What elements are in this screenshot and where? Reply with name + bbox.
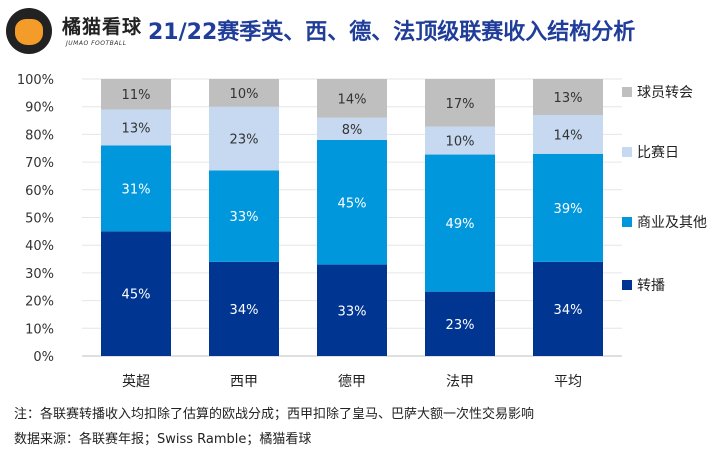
y-tick-label: 30% [25, 267, 54, 282]
y-tick-label: 70% [25, 156, 54, 171]
bar-segment [533, 115, 603, 154]
y-tick-label: 10% [25, 322, 54, 337]
data-label: 17% [446, 97, 475, 112]
bar-segment [425, 291, 495, 356]
data-label: 11% [122, 88, 151, 103]
y-tick-label: 100% [17, 73, 54, 88]
bar-segment [317, 139, 387, 265]
bar-segment [317, 117, 387, 140]
data-label: 33% [230, 210, 259, 225]
x-tick-label: 西甲 [230, 374, 258, 390]
data-label: 34% [230, 303, 259, 318]
data-source: 数据来源：各联赛年报；Swiss Ramble；橘猫看球 [14, 432, 312, 447]
data-label: 39% [554, 202, 583, 217]
data-label: 33% [338, 304, 367, 319]
bar-segment [209, 170, 279, 262]
bar-segment [101, 231, 171, 356]
legend-swatch [622, 280, 632, 290]
legend-label: 比赛日 [637, 145, 679, 161]
bar-segment [425, 154, 495, 292]
data-label: 14% [554, 128, 583, 143]
x-tick-label: 法甲 [446, 374, 474, 390]
y-tick-label: 20% [25, 295, 54, 310]
data-label: 13% [554, 91, 583, 106]
legend-swatch [622, 147, 632, 157]
bar-segment [533, 153, 603, 262]
data-label: 34% [554, 303, 583, 318]
data-label: 10% [446, 135, 475, 150]
data-label: 23% [230, 133, 259, 148]
data-label: 45% [338, 196, 367, 211]
x-tick-label: 平均 [554, 374, 582, 390]
data-label: 23% [446, 318, 475, 333]
y-tick-label: 60% [25, 184, 54, 199]
bar-segment [209, 79, 279, 107]
x-tick-label: 德甲 [338, 374, 366, 390]
y-tick-label: 90% [25, 101, 54, 116]
data-label: 14% [338, 92, 367, 107]
legend-swatch [622, 217, 632, 227]
legend-label: 球员转会 [637, 85, 693, 101]
data-label: 45% [122, 288, 151, 303]
data-label: 31% [122, 182, 151, 197]
bar-segment [101, 79, 171, 110]
legend-swatch [622, 87, 632, 97]
bar-segment [209, 261, 279, 356]
bar-segment [425, 126, 495, 155]
cat-icon [15, 19, 43, 45]
legend-label: 转播 [637, 278, 665, 294]
bar-segment [101, 145, 171, 232]
y-tick-label: 40% [25, 239, 54, 254]
bar-segment [533, 261, 603, 356]
chart-title: 21/22赛季英、西、德、法顶级联赛收入结构分析 [148, 20, 636, 45]
y-tick-label: 50% [25, 212, 54, 227]
bar-segment [317, 79, 387, 118]
bar-segment [101, 109, 171, 146]
brand-name: 橘猫看球 [62, 16, 143, 38]
bar-segment [533, 79, 603, 116]
bar-segment [209, 106, 279, 171]
y-tick-label: 0% [33, 350, 54, 365]
logo [6, 8, 52, 54]
data-label: 8% [342, 123, 363, 138]
footnote: 注：各联赛转播收入均扣除了估算的欧战分成；西甲扣除了皇马、巴萨大额一次性交易影响 [14, 407, 535, 422]
brand-subtitle: JUMAO FOOTBALL [66, 40, 127, 47]
y-tick-label: 80% [25, 128, 54, 143]
legend-label: 商业及其他 [637, 215, 707, 231]
bar-segment [425, 79, 495, 127]
x-tick-label: 英超 [122, 373, 150, 390]
data-label: 13% [122, 121, 151, 136]
data-label: 49% [446, 217, 475, 232]
bar-segment [317, 264, 387, 356]
data-label: 10% [230, 87, 259, 102]
